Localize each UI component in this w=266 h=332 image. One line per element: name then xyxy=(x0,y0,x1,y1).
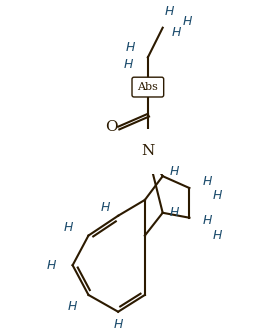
Text: H: H xyxy=(172,26,181,39)
Text: H: H xyxy=(183,15,192,28)
Text: H: H xyxy=(170,206,179,219)
Text: H: H xyxy=(202,214,212,227)
Text: H: H xyxy=(165,5,174,18)
Text: H: H xyxy=(125,41,135,54)
Text: H: H xyxy=(46,259,56,272)
Text: Abs: Abs xyxy=(138,82,158,92)
Text: H: H xyxy=(101,201,110,214)
Text: H: H xyxy=(123,58,133,71)
Text: H: H xyxy=(170,165,179,178)
Text: O: O xyxy=(105,120,118,134)
Text: H: H xyxy=(202,175,212,188)
Text: H: H xyxy=(68,300,77,313)
Text: H: H xyxy=(114,318,123,331)
Text: H: H xyxy=(64,221,73,234)
FancyBboxPatch shape xyxy=(132,77,164,97)
Text: H: H xyxy=(213,229,222,242)
Text: N: N xyxy=(141,144,155,158)
Text: H: H xyxy=(213,190,222,203)
